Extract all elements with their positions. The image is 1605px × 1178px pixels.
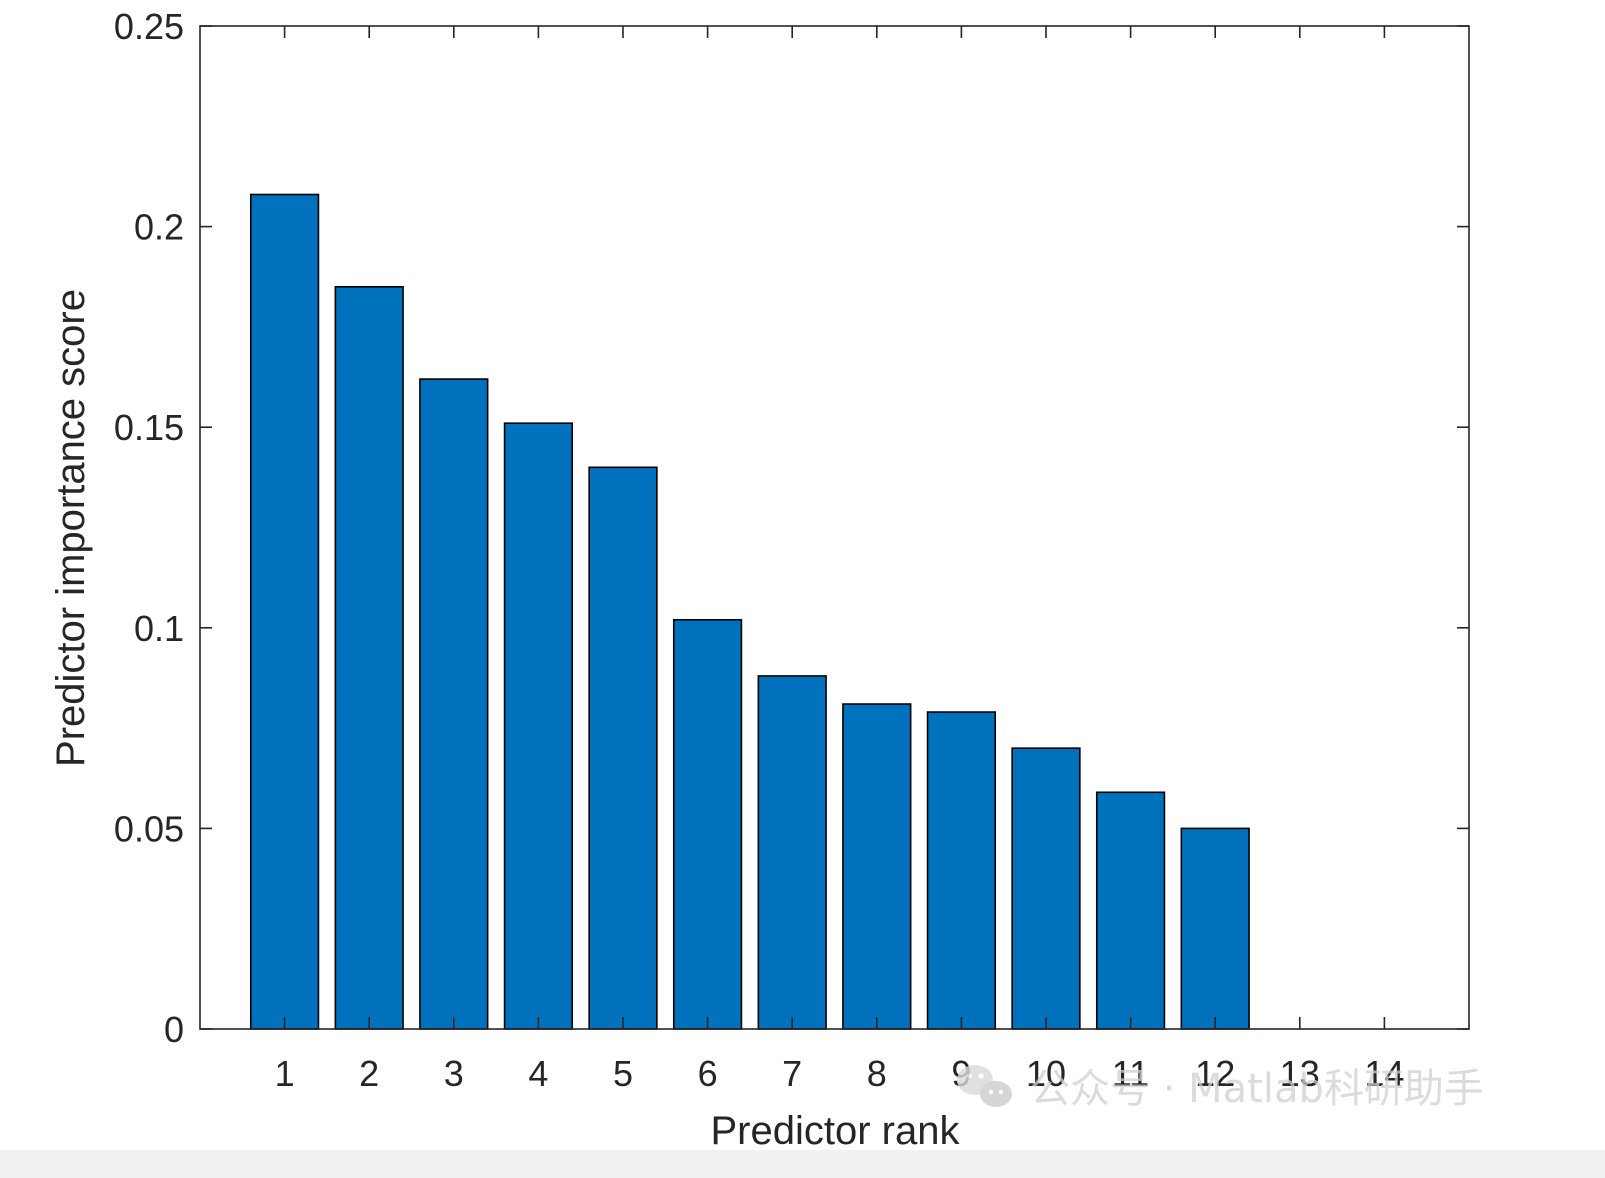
x-tick-label: 4 bbox=[528, 1053, 548, 1094]
y-tick-label: 0.1 bbox=[134, 608, 184, 649]
x-tick-label: 7 bbox=[782, 1053, 802, 1094]
x-tick-label: 3 bbox=[444, 1053, 464, 1094]
y-tick-label: 0 bbox=[164, 1009, 184, 1050]
y-axis-tick-labels: 0 0.05 0.1 0.15 0.2 0.25 bbox=[114, 6, 184, 1050]
y-tick-label: 0.15 bbox=[114, 407, 184, 448]
x-tick-label: 8 bbox=[867, 1053, 887, 1094]
y-tick-label: 0.2 bbox=[134, 207, 184, 248]
bar-9 bbox=[926, 711, 997, 1030]
x-tick-label: 14 bbox=[1364, 1053, 1404, 1094]
x-tick-label: 12 bbox=[1195, 1053, 1235, 1094]
x-axis-label: Predictor rank bbox=[711, 1109, 961, 1150]
bar-6 bbox=[672, 618, 743, 1030]
bar-1 bbox=[249, 193, 320, 1030]
bar-2 bbox=[334, 285, 404, 1030]
wechat-icon bbox=[957, 1065, 1012, 1107]
bar-8 bbox=[842, 703, 912, 1030]
bar-5 bbox=[588, 466, 658, 1030]
x-tick-label: 10 bbox=[1026, 1053, 1066, 1094]
bars bbox=[249, 193, 1250, 1030]
y-axis-label: Predictor importance score bbox=[49, 289, 93, 767]
axis-ticks bbox=[200, 25, 1469, 1030]
bar-7 bbox=[757, 675, 827, 1030]
x-tick-label: 1 bbox=[275, 1053, 295, 1094]
y-tick-label: 0.25 bbox=[114, 6, 184, 47]
x-tick-label: 11 bbox=[1112, 1053, 1149, 1094]
watermark: 公众号 · Matlab科研助手 bbox=[957, 1065, 1484, 1112]
bar-12 bbox=[1180, 827, 1250, 1030]
bar-10 bbox=[1011, 747, 1081, 1030]
watermark-text: 公众号 · Matlab科研助手 bbox=[1030, 1066, 1484, 1112]
plot-area-frame bbox=[199, 25, 1470, 1030]
y-tick-label: 0.05 bbox=[114, 808, 184, 849]
x-tick-label: 5 bbox=[613, 1053, 633, 1094]
x-tick-label: 2 bbox=[359, 1053, 379, 1094]
bottom-strip bbox=[0, 1150, 1605, 1178]
x-tick-label: 6 bbox=[698, 1053, 718, 1094]
bar-11 bbox=[1095, 791, 1166, 1030]
bar-4 bbox=[503, 422, 574, 1030]
x-tick-label: 13 bbox=[1280, 1053, 1320, 1094]
bar-chart: 00.050.10.150.20.25 1234567891011121314 … bbox=[49, 6, 1484, 1150]
bar-3 bbox=[419, 378, 489, 1030]
